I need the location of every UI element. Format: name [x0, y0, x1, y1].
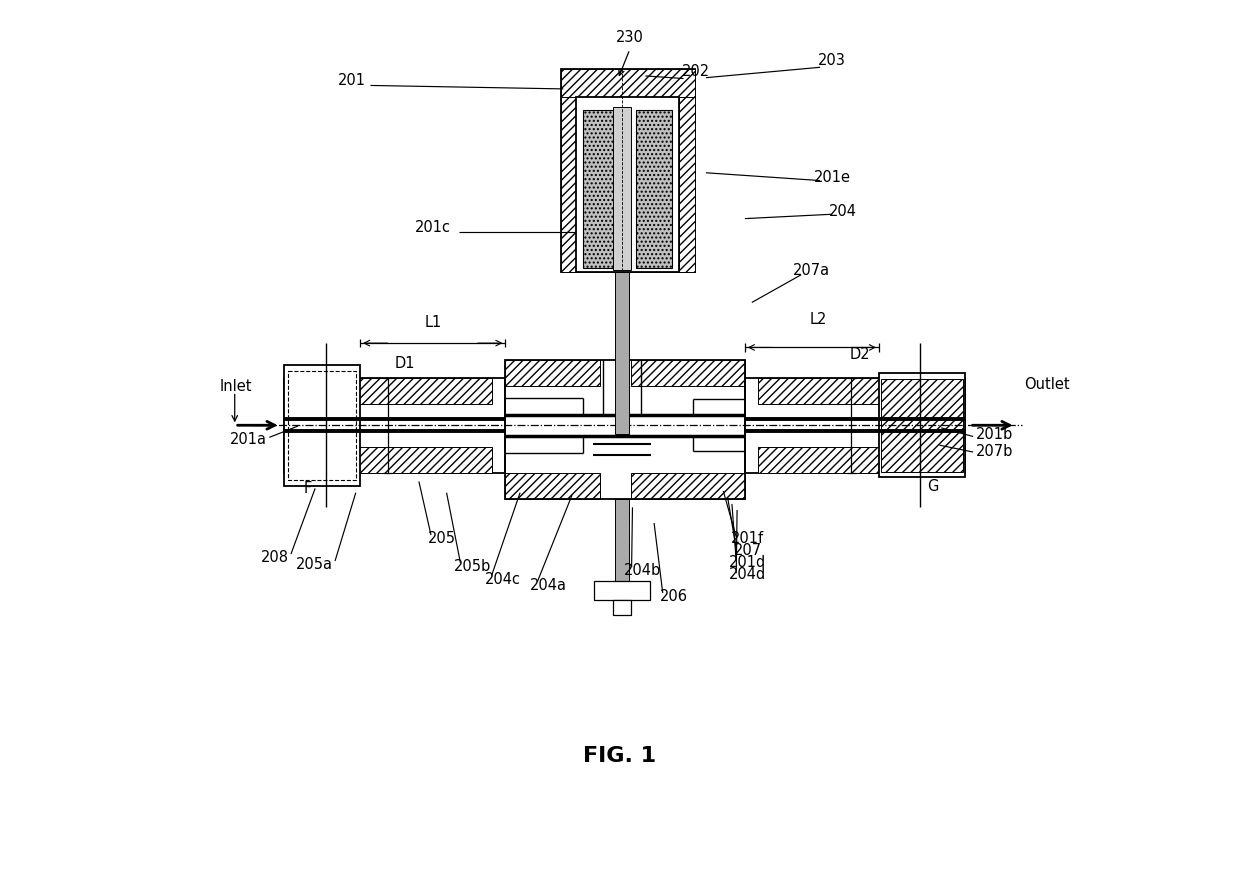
Text: 201a: 201a — [229, 431, 266, 447]
Bar — [881, 379, 963, 472]
Bar — [506, 473, 601, 498]
Bar — [561, 69, 695, 272]
Bar — [636, 110, 673, 268]
Bar — [576, 97, 679, 272]
Bar — [289, 371, 356, 480]
Text: FIG. 1: FIG. 1 — [582, 746, 657, 766]
Bar — [561, 97, 576, 272]
Text: 206: 206 — [660, 589, 688, 604]
Text: 204: 204 — [829, 204, 856, 219]
Text: 202: 202 — [681, 64, 710, 79]
Bar — [593, 581, 650, 600]
Text: 230: 230 — [616, 30, 644, 45]
Text: 201: 201 — [337, 72, 366, 88]
Bar — [878, 374, 965, 478]
Bar — [758, 378, 965, 403]
Bar — [561, 69, 695, 97]
Text: 204d: 204d — [729, 567, 766, 582]
Text: 205b: 205b — [453, 559, 491, 574]
Text: 201d: 201d — [729, 555, 766, 570]
Bar — [284, 378, 492, 403]
Bar — [506, 361, 745, 498]
Text: 204a: 204a — [530, 578, 567, 593]
Bar — [506, 361, 601, 387]
Text: 203: 203 — [818, 53, 845, 68]
Text: 201e: 201e — [814, 169, 851, 184]
Text: 201b: 201b — [976, 427, 1014, 443]
Bar — [758, 447, 965, 473]
Bar — [679, 97, 695, 272]
Text: 205: 205 — [429, 531, 456, 546]
Text: 201c: 201c — [415, 220, 451, 235]
Text: D2: D2 — [850, 347, 870, 361]
Bar — [631, 361, 745, 387]
Bar — [284, 378, 506, 473]
Text: Outlet: Outlet — [1025, 377, 1069, 392]
Bar — [613, 600, 631, 615]
Text: 204c: 204c — [484, 572, 520, 587]
Text: G: G — [927, 479, 938, 494]
Text: 205a: 205a — [295, 557, 332, 572]
Text: 201f: 201f — [731, 531, 764, 546]
Bar — [616, 498, 629, 581]
Bar — [616, 272, 629, 434]
Text: 204b: 204b — [624, 563, 662, 578]
Text: L2: L2 — [809, 313, 828, 327]
Text: Inlet: Inlet — [221, 379, 253, 394]
Text: L1: L1 — [425, 315, 442, 330]
Text: 207: 207 — [733, 543, 762, 558]
Bar — [613, 107, 631, 270]
Text: 208: 208 — [261, 550, 289, 565]
Text: 207a: 207a — [793, 263, 830, 278]
Text: D1: D1 — [395, 355, 415, 370]
Bar — [631, 473, 745, 498]
Text: 207b: 207b — [976, 443, 1014, 458]
Bar — [284, 447, 492, 473]
Bar — [584, 110, 620, 268]
Bar — [745, 378, 965, 473]
Text: F: F — [304, 481, 312, 496]
Bar — [284, 365, 361, 485]
